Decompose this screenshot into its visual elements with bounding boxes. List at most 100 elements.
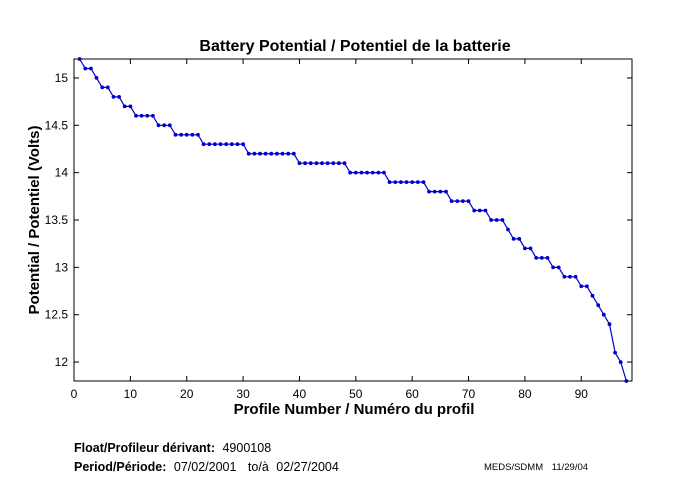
source-stamp: MEDS/SDMM 11/29/04 [484, 462, 588, 473]
data-point [263, 151, 268, 156]
period-to-label: to/à [247, 460, 269, 474]
y-tick-label: 12.5 [45, 308, 69, 322]
y-tick-label: 13 [55, 260, 69, 274]
data-point [489, 218, 493, 222]
data-point [291, 151, 296, 156]
data-point [359, 170, 364, 175]
x-tick-label: 70 [462, 387, 476, 401]
data-point [618, 360, 623, 364]
data-point [494, 218, 499, 222]
data-point [314, 161, 319, 166]
data-point [601, 312, 606, 317]
data-point [331, 161, 336, 166]
data-point [415, 180, 420, 185]
data-point [286, 151, 291, 156]
data-point [472, 208, 477, 213]
data-point [269, 151, 274, 156]
data-point [444, 189, 448, 194]
data-point [320, 161, 324, 166]
data-point [207, 142, 212, 147]
data-point [517, 237, 522, 241]
x-tick-label: 20 [180, 387, 194, 401]
data-point [139, 113, 144, 118]
data-point [337, 161, 341, 166]
data-point [410, 180, 415, 185]
data-point [348, 170, 353, 175]
stamp-date: 11/29/04 [551, 462, 589, 473]
data-point [196, 132, 200, 137]
data-point [94, 76, 99, 80]
data-point [201, 142, 206, 147]
y-axis-label: Potential / Potentiel (Volts) [26, 126, 43, 315]
period-end-date: 02/27/2004 [276, 460, 339, 474]
data-point [353, 170, 358, 175]
data-point [387, 180, 392, 185]
data-point [325, 161, 330, 166]
data-point [83, 66, 88, 71]
data-point [275, 151, 279, 156]
x-tick-label: 30 [236, 387, 250, 401]
data-point [145, 113, 150, 118]
x-tick-label: 80 [518, 387, 532, 401]
chart-title: Battery Potential / Potentiel de la batt… [199, 38, 510, 55]
data-point [162, 123, 167, 128]
data-point [190, 132, 195, 137]
data-point [613, 350, 617, 355]
data-point [477, 208, 482, 213]
data-point [506, 227, 510, 232]
float-label: Float/Profileur dérivant: [74, 441, 215, 455]
data-point [246, 151, 251, 156]
data-point [167, 123, 172, 128]
y-tick-label: 14 [55, 166, 69, 180]
data-point [184, 132, 189, 137]
x-axis-label: Profile Number / Numéro du profil [234, 401, 475, 418]
data-point [624, 379, 629, 383]
data-point [77, 57, 82, 61]
data-point [213, 142, 217, 147]
data-point [539, 256, 544, 260]
data-point [466, 199, 471, 204]
x-tick-label: 50 [349, 387, 363, 401]
data-point [551, 265, 555, 270]
data-point [218, 142, 223, 147]
data-point [297, 161, 302, 166]
data-point [573, 274, 578, 279]
data-point [252, 151, 257, 156]
data-point [151, 113, 155, 118]
source-label: MEDS/SDMM [484, 462, 544, 473]
x-tick-label: 0 [71, 387, 78, 401]
data-point [528, 246, 533, 251]
data-point [280, 151, 285, 156]
data-point [427, 189, 431, 194]
data-point [421, 180, 426, 185]
series-line [79, 58, 627, 382]
data-point [562, 274, 567, 279]
data-point [455, 199, 460, 204]
data-point [224, 142, 229, 147]
data-point [461, 199, 465, 204]
y-tick-label: 12 [55, 355, 69, 369]
axis-ticks: 0 10 20 30 40 50 60 70 80 90 12 12.5 13 13.5 14 14.5 15 [45, 59, 632, 401]
data-point [241, 142, 246, 147]
data-point [500, 218, 505, 222]
data-point [404, 180, 409, 185]
data-point [89, 66, 93, 71]
data-point [393, 180, 398, 185]
data-point [156, 123, 161, 128]
data-point [134, 113, 138, 118]
data-point [128, 104, 133, 109]
data-point [523, 246, 527, 251]
data-point [117, 95, 121, 99]
data-point [534, 256, 539, 260]
data-point [483, 208, 488, 213]
data-point [432, 189, 437, 194]
data-point [556, 265, 561, 270]
data-point [376, 170, 381, 175]
data-point [382, 170, 386, 175]
y-tick-label: 14.5 [45, 118, 69, 132]
plot-frame [73, 58, 633, 382]
x-tick-label: 90 [575, 387, 589, 401]
data-point [449, 199, 454, 204]
data-point [511, 237, 516, 241]
